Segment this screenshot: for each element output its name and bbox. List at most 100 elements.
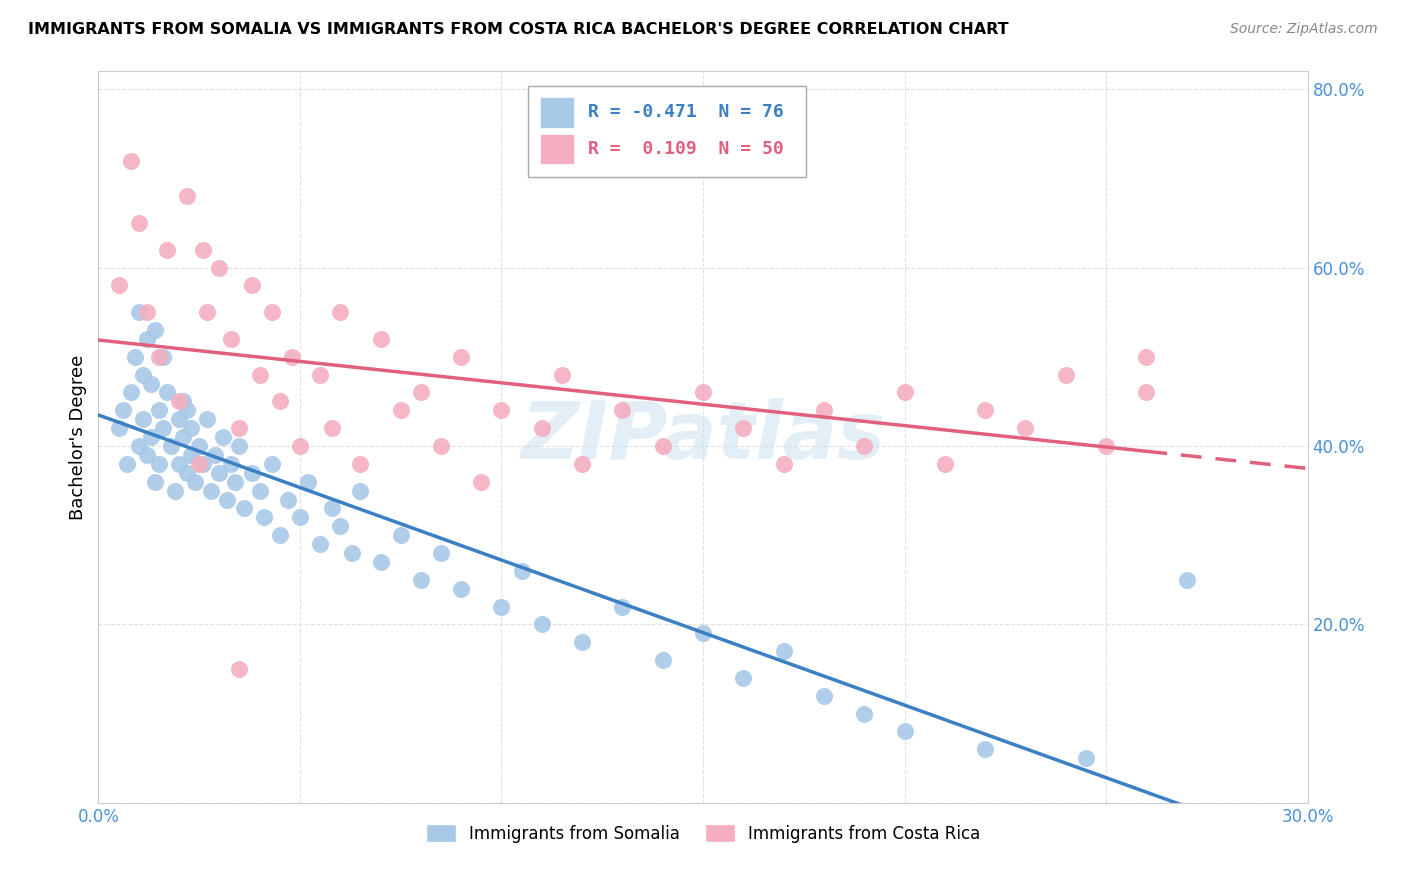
Point (349, 483, 371, 498)
Point (389, 528, 412, 542)
Point (107, 421, 129, 435)
Point (135, 305, 157, 319)
Point (184, 475, 207, 489)
Point (188, 457, 211, 471)
Point (321, 501, 343, 516)
Point (128, 439, 150, 453)
Point (143, 323, 166, 337)
Point (193, 457, 215, 471)
Point (212, 430, 235, 444)
Point (107, 278, 129, 293)
Point (221, 332, 243, 346)
Point (450, 350, 472, 364)
Point (288, 439, 311, 453)
Point (120, 153, 142, 168)
Point (139, 430, 162, 444)
Point (228, 439, 250, 453)
Text: R =  0.109  N = 50: R = 0.109 N = 50 (588, 140, 785, 158)
Point (571, 457, 593, 471)
Point (853, 706, 876, 721)
Point (1095, 439, 1118, 453)
Point (370, 332, 392, 346)
Point (232, 501, 254, 516)
Point (288, 510, 311, 524)
Point (853, 439, 876, 453)
Point (208, 260, 231, 275)
Point (176, 403, 198, 417)
Point (491, 403, 513, 417)
Point (329, 305, 352, 319)
Point (128, 305, 150, 319)
Point (370, 555, 392, 569)
Text: R = -0.471  N = 76: R = -0.471 N = 76 (588, 103, 785, 121)
Point (349, 457, 371, 471)
Point (692, 626, 714, 640)
Point (1014, 421, 1036, 435)
Point (277, 492, 299, 507)
Point (228, 662, 250, 676)
FancyBboxPatch shape (527, 86, 806, 178)
Point (111, 403, 134, 417)
Point (530, 421, 553, 435)
Point (253, 510, 276, 524)
Point (974, 403, 997, 417)
Point (269, 528, 291, 542)
Point (470, 475, 492, 489)
Point (148, 350, 170, 364)
Text: ZIPatlas: ZIPatlas (520, 398, 886, 476)
Point (281, 350, 304, 364)
Point (167, 457, 190, 471)
Point (221, 457, 243, 471)
Point (974, 742, 997, 756)
Point (176, 189, 198, 203)
Point (612, 599, 634, 614)
Point (612, 403, 634, 417)
Legend: Immigrants from Somalia, Immigrants from Costa Rica: Immigrants from Somalia, Immigrants from… (419, 818, 987, 849)
Point (128, 216, 150, 230)
Point (120, 385, 142, 400)
Point (132, 368, 155, 382)
Point (167, 394, 190, 409)
Point (813, 689, 835, 703)
Point (188, 439, 211, 453)
Text: IMMIGRANTS FROM SOMALIA VS IMMIGRANTS FROM COSTA RICA BACHELOR'S DEGREE CORRELAT: IMMIGRANTS FROM SOMALIA VS IMMIGRANTS FR… (28, 22, 1008, 37)
Text: Source: ZipAtlas.com: Source: ZipAtlas.com (1230, 22, 1378, 37)
Point (1175, 573, 1198, 587)
Point (240, 278, 263, 293)
Point (195, 412, 218, 426)
Point (329, 519, 352, 533)
Point (450, 582, 472, 596)
Point (1135, 385, 1157, 400)
Point (733, 421, 755, 435)
Point (430, 546, 453, 560)
Point (893, 724, 915, 739)
Point (217, 492, 239, 507)
Point (530, 617, 553, 632)
Point (143, 475, 166, 489)
Point (772, 644, 794, 658)
Point (510, 564, 533, 578)
Point (249, 368, 271, 382)
Point (193, 243, 215, 257)
Point (152, 350, 174, 364)
Point (651, 653, 673, 667)
Point (733, 671, 755, 685)
Point (240, 466, 263, 480)
Point (156, 385, 179, 400)
Point (148, 403, 170, 417)
Point (224, 475, 246, 489)
Point (651, 439, 673, 453)
Point (132, 412, 155, 426)
Point (156, 243, 179, 257)
Point (260, 305, 283, 319)
Point (152, 421, 174, 435)
Point (115, 457, 138, 471)
Point (139, 376, 162, 391)
Point (135, 448, 157, 462)
Y-axis label: Bachelor's Degree: Bachelor's Degree (69, 354, 87, 520)
Point (176, 466, 198, 480)
Point (893, 385, 915, 400)
Point (772, 457, 794, 471)
Point (1135, 350, 1157, 364)
Point (342, 546, 364, 560)
